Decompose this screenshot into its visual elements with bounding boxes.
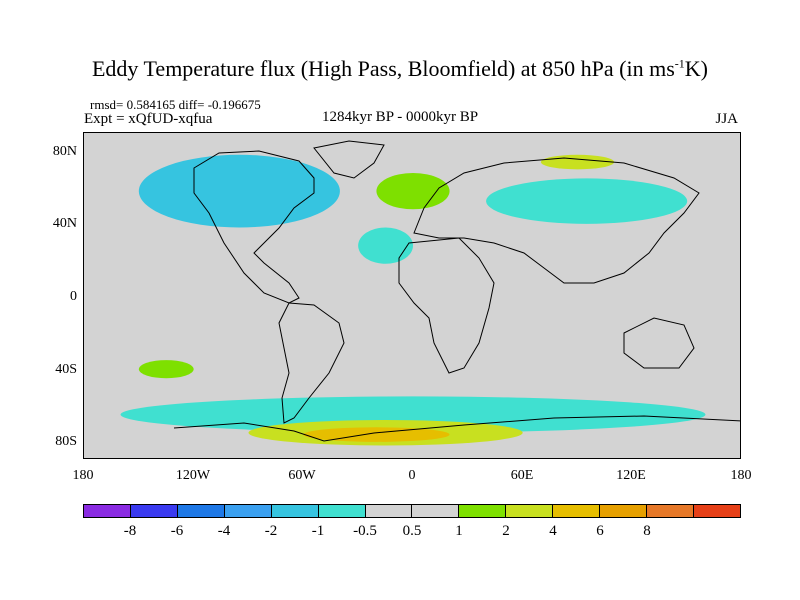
lat-label-0: 0 — [70, 289, 77, 304]
colorbar-label: 0.5 — [402, 523, 422, 539]
colorbar-swatch-6 — [365, 505, 413, 517]
map-panel — [83, 132, 741, 459]
coastline-south-america — [278, 302, 345, 424]
colorbar-swatch-12 — [647, 505, 694, 517]
colorbar-label: -4 — [217, 523, 231, 539]
colorbar-swatch-1 — [130, 505, 178, 517]
chart-title: Eddy Temperature flux (High Pass, Bloomf… — [91, 56, 708, 81]
colorbar-label: 6 — [596, 523, 604, 539]
colorbar-swatch-8 — [459, 505, 507, 517]
colorbar-swatch-5 — [318, 505, 366, 517]
colorbar-swatch-4 — [271, 505, 319, 517]
flux-region-4 — [120, 396, 706, 433]
colorbar-swatch-7 — [412, 505, 460, 517]
experiment-label: Expt = xQfUD-xqfua — [84, 111, 213, 127]
season-label: JJA — [715, 111, 738, 127]
coastline-australia — [623, 317, 695, 369]
coastline-greenland — [313, 140, 385, 179]
lat-label-40n: 40N — [52, 216, 77, 231]
colorbar-swatch-0 — [84, 505, 131, 517]
lon-label-180e: 180 — [730, 468, 752, 483]
flux-region-7 — [138, 360, 194, 379]
flux-region-6 — [540, 154, 615, 170]
colorbar-label: 1 — [455, 523, 463, 539]
lon-label-60w: 60W — [288, 468, 316, 483]
flux-map — [120, 140, 740, 446]
flux-region-9 — [303, 427, 450, 442]
flux-region-1 — [138, 154, 340, 228]
coastline-north-america — [193, 150, 315, 304]
colorbar-label: -0.5 — [353, 523, 377, 539]
lon-label-0: 0 — [408, 468, 416, 483]
flux-region-5 — [376, 172, 450, 210]
lon-label-60e: 60E — [510, 468, 534, 483]
colorbar-label: 2 — [502, 523, 510, 539]
lon-label-180w: 180 — [72, 468, 94, 483]
lon-label-120w: 120W — [175, 468, 211, 483]
period-label: 1284kyr BP - 0000kyr BP — [321, 109, 479, 125]
colorbar-label: 4 — [549, 523, 557, 539]
lat-label-40s: 40S — [55, 362, 77, 377]
colorbar-label: -1 — [311, 523, 325, 539]
colorbar-label: 8 — [643, 523, 651, 539]
colorbar-swatch-10 — [553, 505, 601, 517]
colorbar-label: -2 — [264, 523, 278, 539]
colorbar-swatch-13 — [693, 505, 740, 517]
coastline-antarctica — [173, 415, 740, 442]
lat-label-80s: 80S — [55, 434, 77, 449]
lon-label-120e: 120E — [616, 468, 646, 483]
rmsd-diff-text: rmsd= 0.584165 diff= -0.196675 — [90, 97, 261, 112]
colorbar-label: -8 — [123, 523, 137, 539]
coastline-eurasia — [413, 157, 700, 284]
colorbar — [83, 504, 741, 518]
coastline-africa — [398, 237, 495, 374]
colorbar-swatch-2 — [177, 505, 225, 517]
colorbar-swatch-11 — [600, 505, 648, 517]
colorbar-swatch-9 — [506, 505, 554, 517]
colorbar-label: -6 — [170, 523, 184, 539]
flux-region-2 — [358, 227, 414, 264]
colorbar-swatch-3 — [224, 505, 272, 517]
lat-label-80n: 80N — [52, 144, 77, 159]
flux-region-3 — [486, 178, 688, 224]
